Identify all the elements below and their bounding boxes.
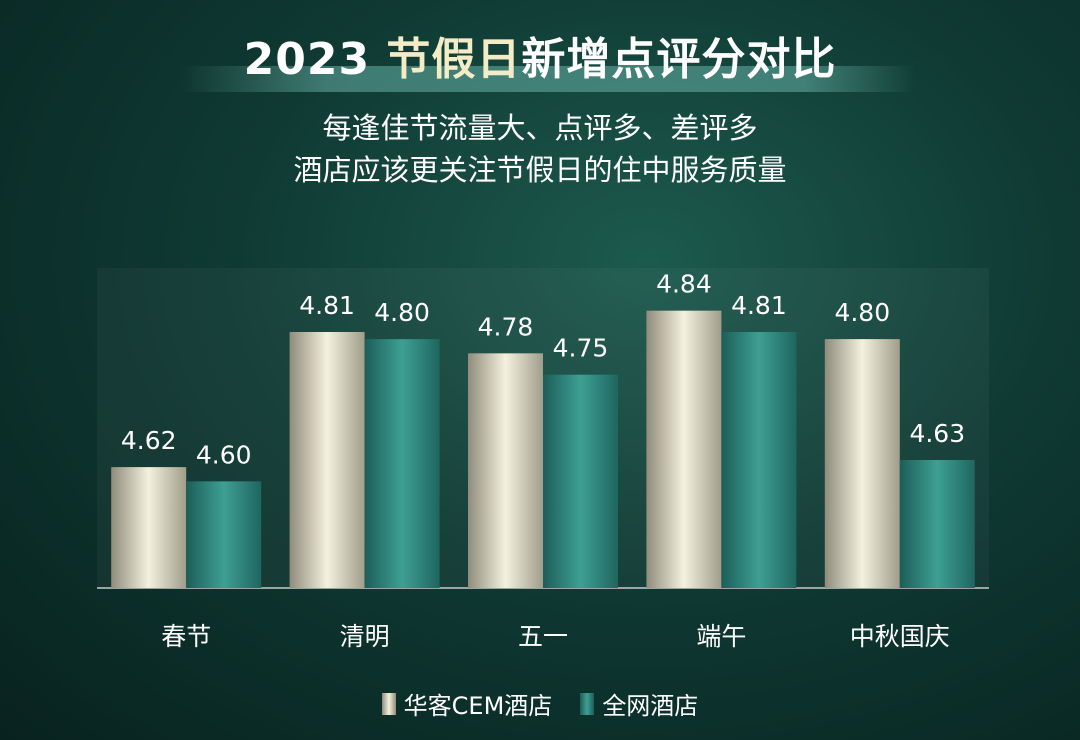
legend-item-series-a: 华客CEM酒店: [381, 686, 553, 721]
value-label-series-b-4: 4.63: [909, 419, 965, 448]
value-label-series-a-1: 4.81: [299, 291, 355, 320]
bar-series-a-4: [824, 339, 900, 588]
value-label-series-b-3: 4.81: [731, 291, 787, 320]
value-label-series-b-2: 4.75: [553, 334, 609, 363]
title-rest: 新增点评分对比: [521, 34, 837, 85]
value-label-series-a-2: 4.78: [478, 312, 534, 341]
subtitle-line-1: 每逢佳节流量大、点评多、差评多: [322, 111, 758, 145]
value-label-series-b-1: 4.80: [374, 298, 430, 327]
legend-label-series-a: 华客CEM酒店: [403, 692, 553, 720]
value-label-series-a-3: 4.84: [656, 270, 712, 299]
legend: 华客CEM酒店 全网酒店: [0, 686, 1080, 721]
legend-swatch-series-a: [381, 692, 396, 715]
bar-series-b-0: [186, 481, 262, 588]
legend-item-series-b: 全网酒店: [580, 686, 698, 721]
bar-series-b-2: [543, 374, 618, 588]
bar-series-a-3: [646, 310, 722, 588]
value-label-series-a-0: 4.62: [121, 426, 177, 455]
x-tick-label-1: 清明: [340, 622, 390, 651]
x-tick-label-3: 端午: [696, 622, 746, 651]
title-highlight: 节假日: [386, 34, 522, 85]
subtitle-line-2: 酒店应该更关注节假日的住中服务质量: [293, 153, 787, 187]
title-year: 2023: [243, 34, 371, 85]
bar-series-b-3: [721, 332, 797, 588]
legend-label-series-b: 全网酒店: [602, 692, 699, 720]
x-tick-label-4: 中秋国庆: [850, 622, 950, 651]
page-title: 2023 节假日新增点评分对比: [0, 30, 1080, 90]
bar-series-a-1: [289, 332, 365, 588]
title-highlight-band: [180, 66, 915, 92]
value-label-series-b-0: 4.60: [196, 440, 252, 469]
x-tick-label-2: 五一: [518, 622, 568, 651]
x-tick-label-0: 春节: [161, 622, 211, 651]
bar-series-b-1: [364, 339, 440, 588]
legend-swatch-series-b: [580, 692, 595, 715]
value-label-series-a-4: 4.80: [834, 298, 890, 327]
bar-series-b-4: [899, 460, 975, 588]
bar-series-a-0: [111, 467, 187, 588]
bar-series-a-2: [468, 353, 543, 588]
